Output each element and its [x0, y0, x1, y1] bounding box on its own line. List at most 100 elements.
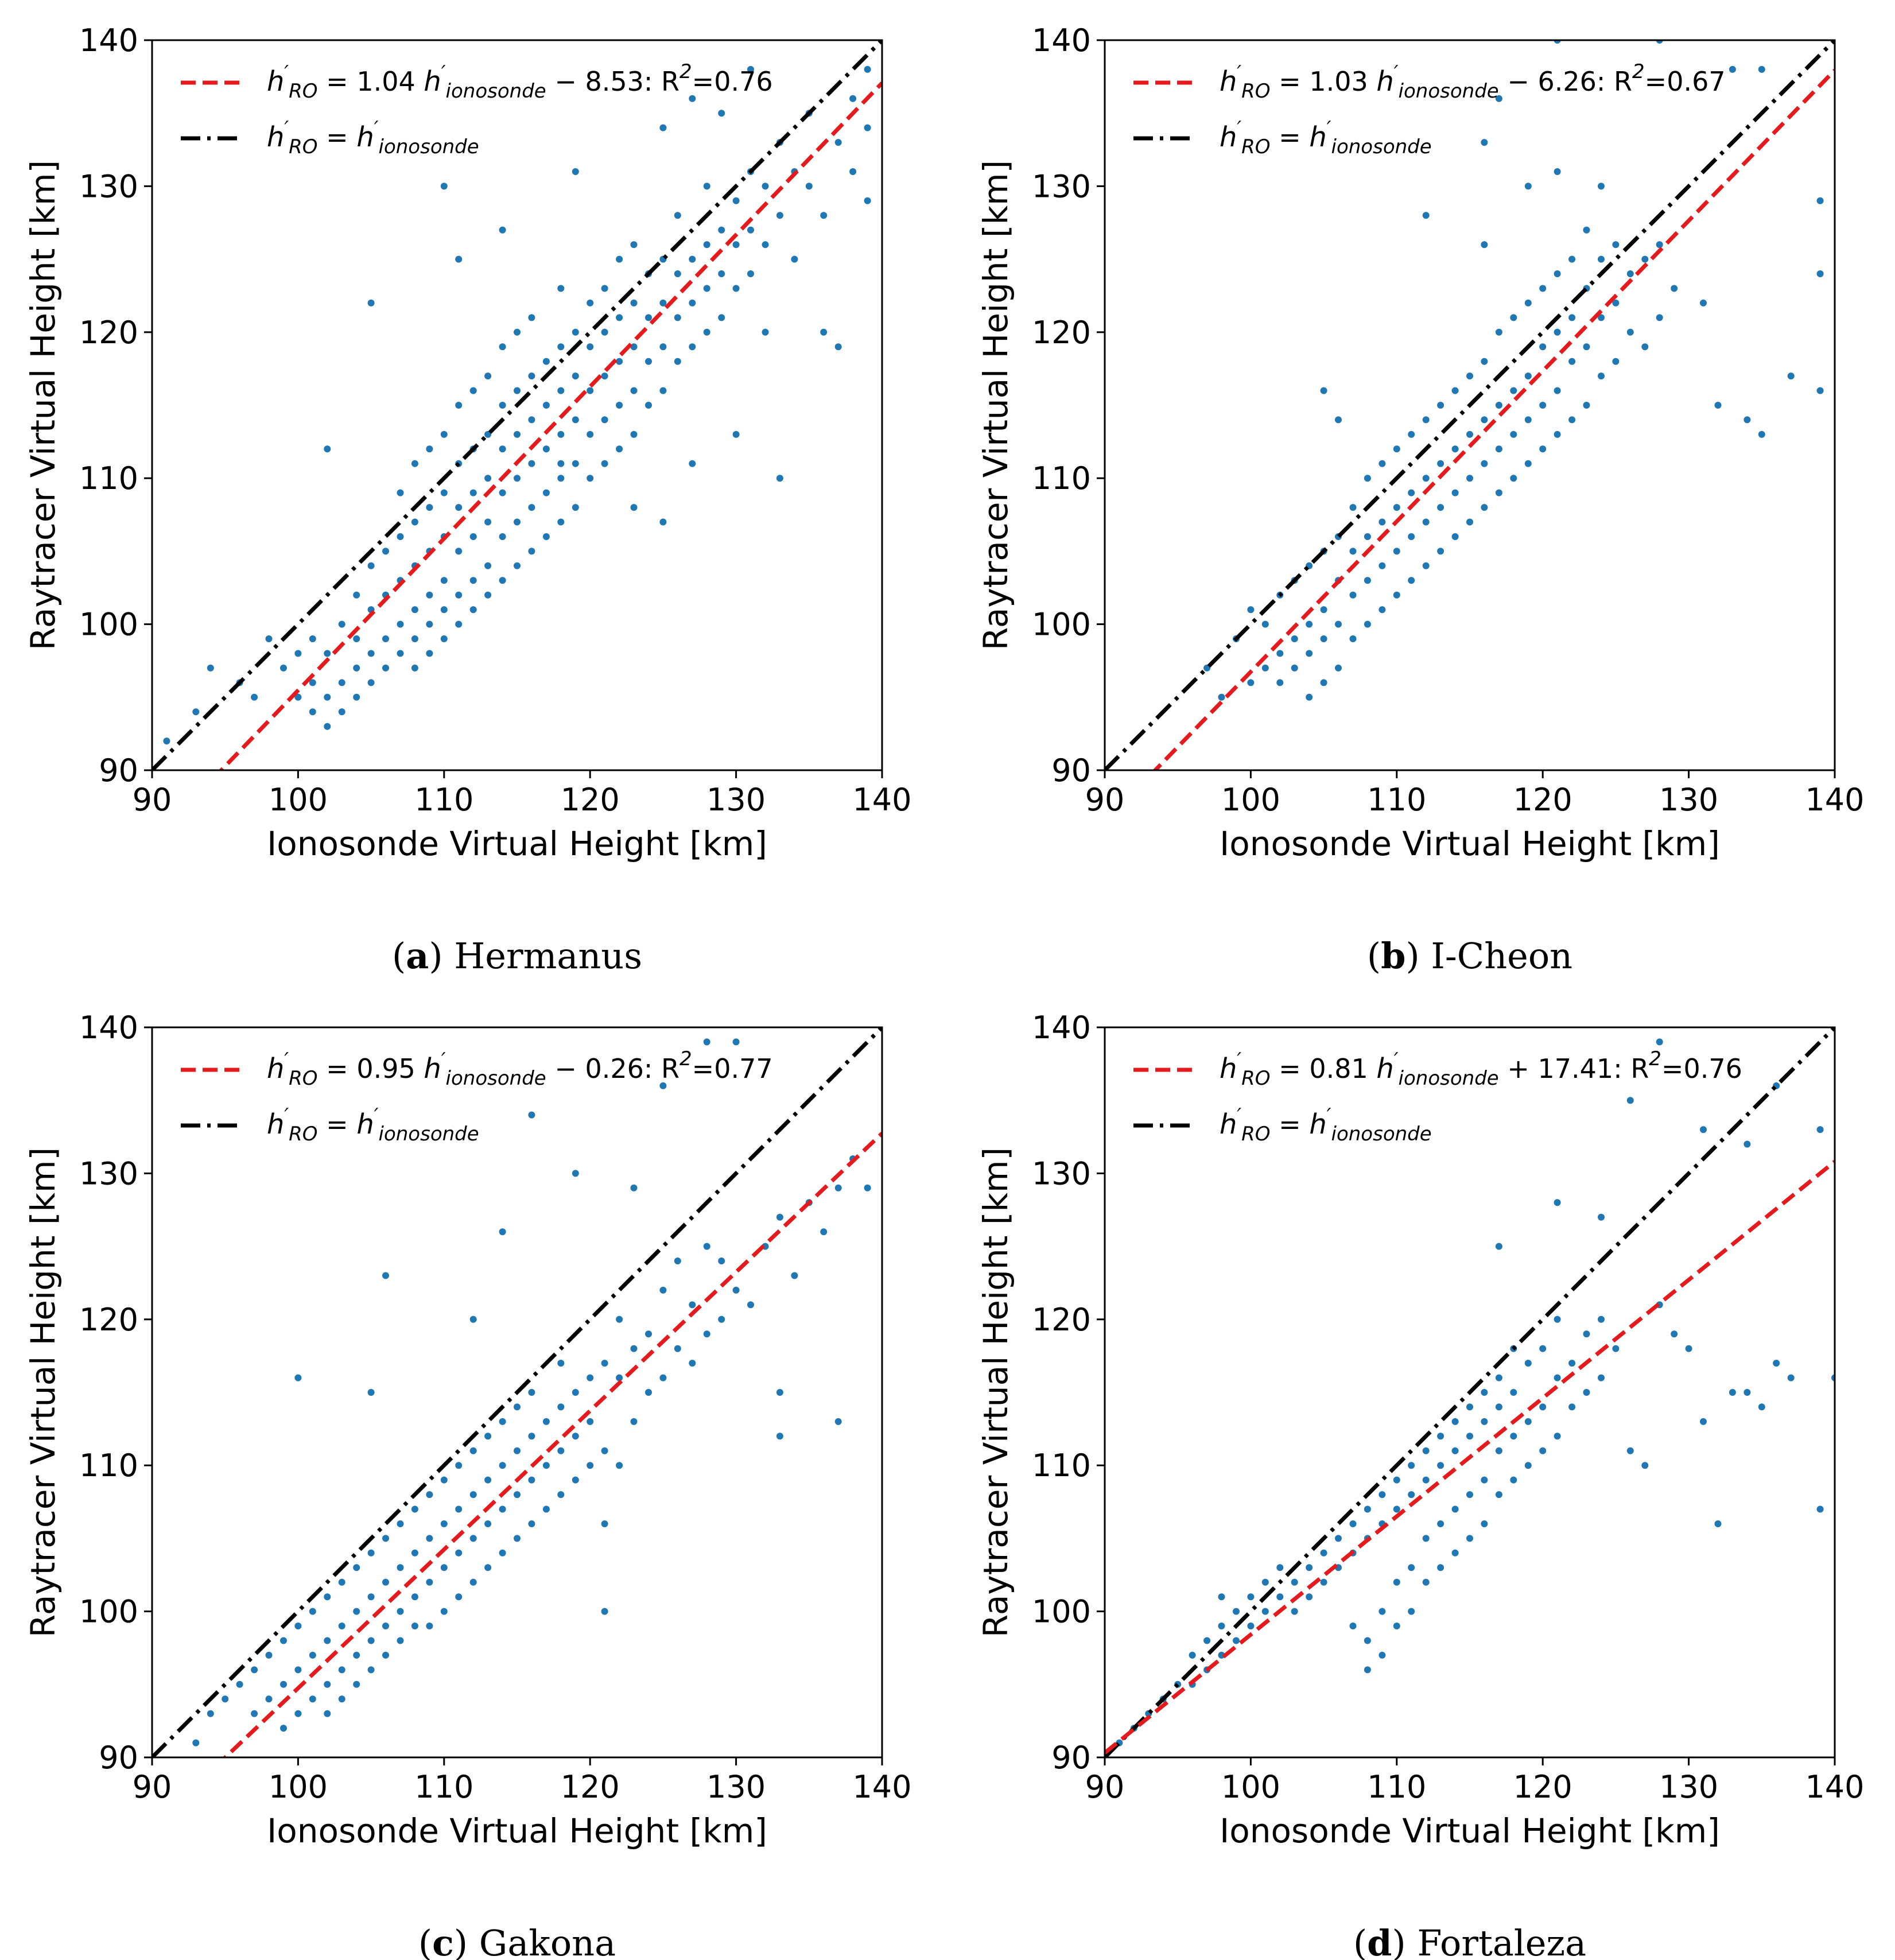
scatter-point: [1626, 270, 1634, 277]
scatter-point: [484, 1520, 492, 1527]
axes-frame: [1104, 39, 1836, 771]
y-axis-label: Raytracer Virtual Height [km]: [976, 1147, 1015, 1637]
x-tick-label: 90: [133, 1769, 172, 1805]
scatter-point: [630, 504, 638, 511]
x-tick-label: 120: [561, 782, 620, 818]
scatter-point: [440, 430, 448, 438]
scatter-point: [645, 1330, 652, 1338]
scatter-point: [732, 430, 740, 438]
scatter-point: [630, 1184, 638, 1191]
scatter-point: [689, 1301, 696, 1309]
scatter-point: [382, 1623, 389, 1629]
y-tick-label: 90: [1051, 752, 1091, 789]
scatter-point: [1393, 445, 1400, 453]
scatter-point: [776, 1433, 783, 1440]
scatter-point: [645, 402, 652, 409]
x-tick-label: 100: [269, 782, 328, 818]
scatter-point: [411, 1505, 418, 1513]
scatter-point: [1816, 387, 1824, 394]
y-tick-label: 130: [79, 1155, 138, 1191]
scatter-point: [1554, 1374, 1561, 1381]
scatter-point: [1335, 620, 1342, 628]
x-tick-label: 120: [1513, 782, 1572, 818]
scatter-point: [1554, 1433, 1561, 1440]
scatter-point: [353, 1608, 360, 1615]
scatter-point: [294, 650, 302, 657]
scatter-point: [659, 387, 667, 394]
scatter-point: [440, 1564, 448, 1571]
scatter-point: [236, 1680, 243, 1688]
scatter-point: [616, 255, 623, 263]
legend-fit-label: h′RO = 0.81 h′ionosonde + 17.41: R2=0.76: [1220, 1047, 1742, 1090]
scatter-point: [1349, 1623, 1357, 1629]
scatter-point: [294, 1374, 302, 1381]
scatter-point: [572, 416, 579, 424]
scatter-point: [1466, 1491, 1473, 1499]
scatter-point: [776, 1389, 783, 1396]
scatter-point: [514, 562, 521, 569]
scatter-point: [397, 533, 404, 540]
scatter-point: [397, 620, 404, 628]
scatter-point: [1378, 1651, 1386, 1659]
scatter-point: [1306, 1564, 1313, 1571]
axes-frame: [151, 39, 883, 771]
scatter-point: [1218, 1651, 1225, 1659]
scatter-point: [703, 285, 710, 292]
scatter-point: [469, 489, 477, 496]
scatter-point: [469, 1491, 477, 1499]
scatter-point: [528, 504, 535, 511]
scatter-point: [762, 183, 769, 190]
scatter-point: [484, 1433, 492, 1440]
scatter-point: [572, 168, 579, 175]
scatter-point: [528, 416, 535, 424]
scatter-point: [1466, 1535, 1473, 1542]
scatter-point: [499, 1418, 506, 1425]
scatter-point: [1524, 460, 1532, 467]
scatter-point: [1393, 1476, 1400, 1484]
y-tick-label: 130: [1032, 168, 1091, 204]
scatter-point: [1306, 693, 1313, 701]
scatter-point: [411, 1623, 418, 1629]
scatter-point: [732, 197, 740, 204]
scatter-point: [659, 1082, 667, 1089]
scatter-point: [1378, 1608, 1386, 1615]
scatter-point: [1378, 606, 1386, 614]
scatter-point: [1554, 168, 1561, 175]
scatter-point: [557, 1447, 565, 1454]
scatter-point: [1539, 285, 1547, 292]
scatter-point: [542, 1418, 550, 1425]
scatter-point: [528, 314, 535, 321]
scatter-point: [587, 343, 594, 351]
x-tick-label: 120: [561, 1769, 620, 1805]
scatter-point: [1451, 387, 1459, 394]
scatter-point: [469, 606, 477, 614]
scatter-point: [338, 708, 345, 716]
scatter-point: [280, 1680, 287, 1688]
y-tick-label: 110: [79, 1447, 138, 1484]
scatter-point: [338, 1666, 345, 1674]
scatter-point: [1598, 1374, 1605, 1381]
scatter-point: [1247, 606, 1255, 614]
scatter-point: [1408, 577, 1415, 584]
scatter-point: [1466, 518, 1473, 526]
scatter-point: [338, 1623, 345, 1629]
scatter-point: [1510, 387, 1517, 394]
scatter-point: [1641, 255, 1649, 263]
y-axis-label: Raytracer Virtual Height [km]: [24, 160, 63, 650]
scatter-point: [1598, 1315, 1605, 1323]
scatter-point: [864, 197, 871, 204]
scatter-point: [1247, 679, 1255, 686]
legend-identity-label: h′RO = h′ionosonde: [1220, 1104, 1432, 1146]
scatter-point: [616, 402, 623, 409]
scatter-point: [469, 1578, 477, 1586]
scatter-point: [1349, 591, 1357, 599]
scatter-point: [601, 1447, 608, 1454]
scatter-point: [732, 241, 740, 249]
scatter-point: [484, 591, 492, 599]
y-tick-label: 110: [1032, 1447, 1091, 1484]
scatter-point: [499, 1505, 506, 1513]
scatter-point: [353, 635, 360, 642]
scatter-point: [426, 445, 433, 453]
scatter-point: [514, 430, 521, 438]
